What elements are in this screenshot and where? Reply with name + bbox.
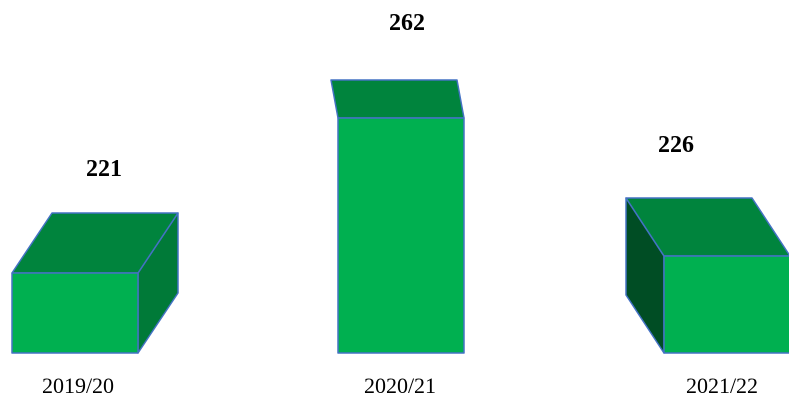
x-tick-label: 2019/20 <box>42 373 114 398</box>
bar-top-face <box>330 79 465 119</box>
bar <box>337 117 465 354</box>
x-tick-label: 2021/22 <box>686 373 758 398</box>
data-label: 221 <box>86 156 122 182</box>
bar <box>663 255 789 354</box>
bar <box>11 272 139 354</box>
data-label: 226 <box>658 132 694 158</box>
x-tick-label: 2020/21 <box>364 373 436 398</box>
data-label: 262 <box>389 10 425 36</box>
